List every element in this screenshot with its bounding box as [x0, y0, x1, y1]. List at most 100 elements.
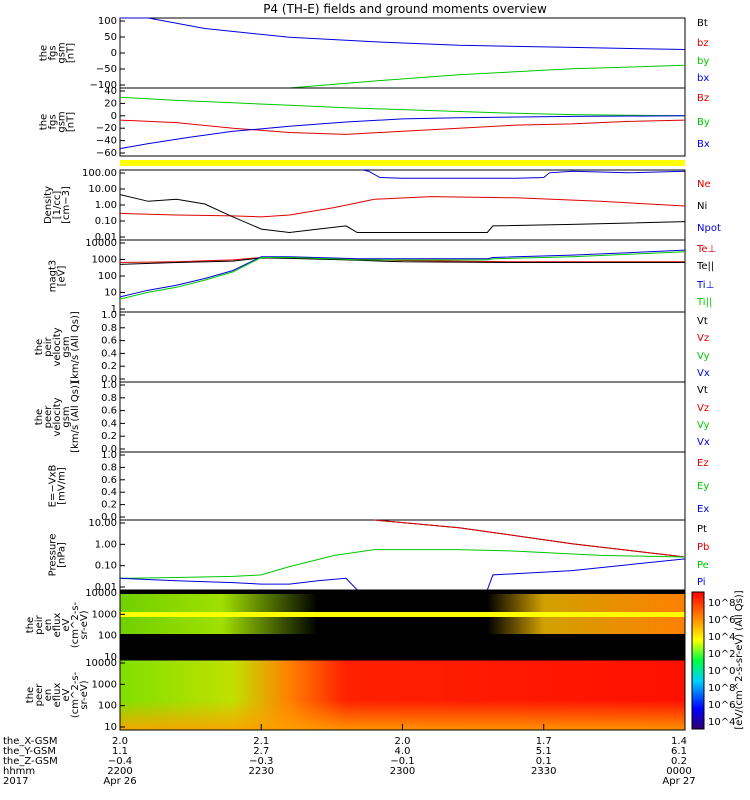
y-tick-label: 0.2 [101, 500, 117, 511]
panel-frame [119, 87, 686, 157]
y-axis-label: gsm [61, 336, 72, 357]
legend-entry: Bx [697, 139, 710, 150]
y-axis-label: peir [34, 614, 45, 634]
series-line [119, 194, 686, 234]
y-axis-label: velocity [52, 397, 63, 436]
x-tick-label: 4.0 [395, 746, 411, 757]
y-tick-label: 100 [98, 631, 117, 642]
y-axis-label: Pressure [48, 534, 59, 577]
legend-entry: Ni [697, 201, 707, 212]
y-tick-label: −20 [96, 123, 117, 134]
y-tick-label: 100 [98, 701, 117, 712]
y-tick-label: 0.4 [101, 487, 117, 498]
panel-9: 10000 1000 100 10 thepeirenefluxeV(cm^2-s-sr… [25, 588, 686, 663]
legend-entry: Vz [697, 403, 709, 414]
y-axis-label: the [39, 114, 50, 130]
y-tick-label: 40 [104, 86, 117, 97]
y-tick-label: 10 [104, 722, 117, 733]
x-axis: the_X-GSMthe_Y-GSMthe_Z-GSMhhmm20172.01.… [3, 724, 696, 787]
x-tick-label: 2300 [390, 766, 415, 777]
y-tick-label: 0.4 [101, 418, 117, 429]
y-tick-label: 10.00 [88, 518, 117, 529]
y-tick-label: 0.01 [95, 232, 117, 243]
y-tick-label: 10000 [85, 588, 117, 599]
y-axis-label: [cm−3] [61, 186, 72, 224]
y-tick-label: 50 [104, 32, 117, 43]
y-tick-label: 100 [98, 16, 117, 27]
y-axis-label: [mV/m] [57, 467, 68, 505]
x-row-label: 2017 [3, 776, 28, 787]
y-axis-label: magt3 [48, 260, 59, 293]
x-tick-label: 0.1 [536, 756, 552, 767]
series-line [119, 549, 686, 579]
legend-entry: Vt [697, 385, 708, 396]
y-tick-label: 1.0 [101, 380, 117, 391]
legend-entry: Vy [697, 351, 710, 362]
panel-frame [119, 169, 686, 241]
x-tick-label: −0.4 [108, 756, 132, 767]
x-tick-label: 0000 [666, 766, 691, 777]
colorbar-tick-label: 10^0 [708, 666, 735, 677]
panel-4: 10000 1000 100 10 1 magt3[eV] Te⊥ Te|| Ti⊥ Ti|| [48, 238, 717, 315]
x-tick-label: 2.0 [112, 736, 128, 747]
y-tick-label: 1000 [92, 255, 117, 266]
colorbar-tick-label: 10^6 [708, 700, 735, 711]
y-tick-label: 20 [104, 98, 117, 109]
legend-entry: Vx [697, 368, 710, 379]
y-tick-label: 0.6 [101, 406, 117, 417]
x-row-label: the_Z-GSM [3, 756, 58, 767]
y-axis-label: gsm [57, 111, 68, 132]
series-line [119, 196, 686, 218]
y-tick-label: 0.8 [101, 323, 117, 334]
y-axis-label: peer [34, 683, 45, 707]
y-tick-label: −40 [96, 136, 117, 147]
y-tick-label: 0.8 [101, 393, 117, 404]
legend-entry: Vz [697, 333, 709, 344]
legend-entry: Pi [697, 577, 706, 588]
x-tick-label: 1.4 [671, 736, 687, 747]
y-tick-label: 0 [111, 111, 117, 122]
legend-entry: Npot [697, 223, 721, 234]
x-tick-label: 6.1 [671, 746, 687, 757]
y-axis-label: peer [43, 405, 54, 429]
series-line [362, 169, 686, 179]
y-tick-label: 1000 [92, 609, 117, 620]
y-tick-label: −50 [96, 64, 117, 75]
colorbar-tick-label: 10^2 [708, 649, 735, 660]
y-axis-label: eflux [52, 613, 63, 638]
y-tick-label: 0.4 [101, 348, 117, 359]
y-axis-label: peir [43, 336, 54, 356]
legend-entry: Vx [697, 437, 710, 448]
colorbar-tick-label: 10^6 [708, 615, 735, 626]
panel-7: 1.00.8 0.60.4 0.20.0 E=−VxB[mV/m] Ez Ey Ex [48, 450, 710, 523]
y-axis-label: the [25, 687, 36, 703]
y-axis-label: gsm [57, 42, 68, 63]
y-axis-label: eV [61, 688, 72, 701]
legend-entry: Vt [697, 316, 708, 327]
colorbar-tick-label: 10^4 [708, 717, 735, 728]
y-axis-label: gsm [61, 406, 72, 427]
legend-entry: Te⊥ [696, 244, 716, 255]
x-tick-label: 2.1 [253, 736, 269, 747]
y-tick-label: 1.0 [101, 310, 117, 321]
legend-entry: Te|| [696, 261, 714, 272]
series-line [120, 64, 686, 89]
panel-6: 1.0 0.8 0.60.4 0.2 0.0 thepeervelocitygsm[km/… [34, 380, 710, 455]
series-line [374, 519, 686, 558]
legend-entry: Ez [697, 458, 709, 469]
y-axis-label: [km/s (All Qs)] [70, 381, 81, 453]
panel-3: 100.00 10.00 1.00 0.10 0.01 Density[1/cc][cm−… [43, 168, 721, 243]
y-axis-label: the [25, 617, 36, 633]
y-tick-label: 1000 [92, 679, 117, 690]
y-axis-label: sr-eV) [79, 680, 90, 709]
legend-entry: Ti|| [696, 297, 712, 308]
heatmap-ion-line [120, 612, 685, 617]
y-tick-label: 0.2 [101, 361, 117, 372]
y-axis-label: eflux [52, 683, 63, 708]
y-axis-label: [nT] [66, 43, 77, 63]
legend-entry: Ti⊥ [696, 280, 714, 291]
y-tick-label: −60 [96, 148, 117, 159]
y-axis-label: the [39, 45, 50, 61]
